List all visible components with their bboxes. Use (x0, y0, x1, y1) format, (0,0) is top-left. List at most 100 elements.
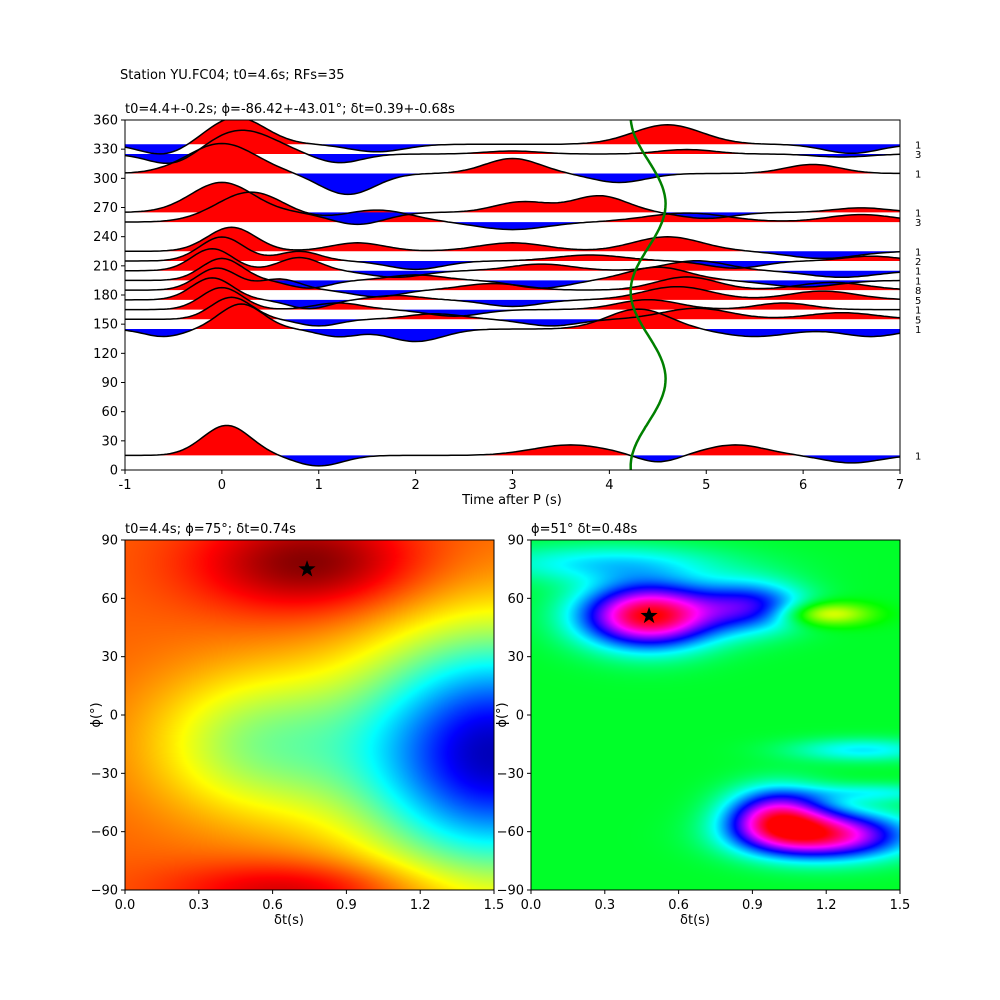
trace-count-label: 5 (915, 296, 921, 307)
trace-count-label: 1 (915, 267, 921, 278)
trace-fill-negative (125, 154, 900, 164)
left-grid-x-label: δt(s) (274, 913, 304, 928)
left-heatmap (125, 540, 494, 890)
trace-count-label: 8 (915, 286, 921, 297)
gather-y-ticks: 0 30 60 90 120 150 180 210 240 270 300 330 360 (93, 114, 125, 479)
t0-curve-line (629, 120, 667, 470)
trace-line (125, 424, 900, 467)
trace-fill-positive (125, 268, 900, 291)
trace-fill-negative (125, 222, 900, 230)
trace-line (125, 236, 900, 271)
left-grid-title: t0=4.4s; ϕ=75°; δt=0.74s (125, 522, 296, 537)
gather-x-tick-label: 3 (508, 478, 516, 493)
x-tick-label: 0.0 (115, 898, 136, 913)
trace-fill-negative (125, 455, 900, 466)
trace-line (125, 181, 900, 226)
right-grid-y-label: ϕ(°) (495, 702, 510, 727)
right-grid-x-label: δt(s) (680, 913, 710, 928)
gather-y-tick-label: 180 (93, 289, 118, 304)
y-tick-label: 0 (110, 709, 118, 724)
y-tick-label: 90 (507, 534, 524, 549)
gather-y-tick-label: 0 (110, 464, 118, 479)
trace-line (125, 142, 900, 196)
x-tick-label: 1.2 (816, 898, 837, 913)
trace-line (125, 286, 900, 317)
gather-y-tick-label: 90 (101, 376, 118, 391)
x-tick-label: 0.3 (188, 898, 209, 913)
trace-count-label: 1 (915, 325, 921, 336)
gather-x-ticks: -1 0 1 2 3 4 5 6 7 (119, 470, 904, 493)
trace-fill-negative (125, 319, 900, 326)
right-grid-title: ϕ=51° δt=0.48s (531, 522, 638, 537)
trace-line (125, 277, 900, 310)
gather-y-tick-label: 270 (93, 201, 118, 216)
y-tick-label: 30 (101, 650, 118, 665)
gather-x-tick-label: 6 (799, 478, 807, 493)
trace-line (125, 226, 900, 260)
receiver-function-panel: t0=4.4+-0.2s; ϕ=-86.42+-43.01°; δt=0.39+… (93, 102, 921, 508)
trace-fill-positive (125, 277, 900, 300)
gather-x-tick-label: 2 (411, 478, 419, 493)
trace-fill-positive (125, 297, 900, 320)
trace-fill-negative (125, 144, 900, 154)
x-tick-label: 0.0 (521, 898, 542, 913)
left-grid-ticks: 0.0 0.3 0.6 0.9 1.2 1.5 −90 −60 −30 0 30 60 90 (91, 534, 505, 914)
gather-y-tick-label: 210 (93, 259, 118, 274)
trace-fill-negative (125, 173, 900, 195)
gather-x-tick-label: 7 (896, 478, 904, 493)
gather-y-tick-label: 30 (101, 434, 118, 449)
gather-x-tick-label: 5 (702, 478, 710, 493)
y-tick-label: −60 (91, 825, 118, 840)
energy-grid-right-panel: ϕ=51° δt=0.48s 0.0 0.3 0.6 0.9 1.2 1.5 −90 −60 −… (495, 522, 910, 928)
gather-x-tick-label: 1 (315, 478, 323, 493)
trace-line (125, 247, 900, 279)
trace-count-label: 1 (915, 306, 921, 317)
y-tick-label: −30 (497, 767, 524, 782)
best-fit-star-icon (640, 606, 658, 624)
x-tick-label: 1.5 (484, 898, 505, 913)
y-tick-label: −90 (91, 884, 118, 899)
trace-fill-negative (125, 261, 900, 270)
trace-count-label: 1 (915, 247, 921, 258)
trace-fill-positive (125, 120, 900, 145)
y-tick-label: −90 (497, 884, 524, 899)
left-best-fit-star (298, 560, 316, 577)
y-tick-label: 60 (101, 592, 118, 607)
trace-line (125, 191, 900, 231)
trace-fill-positive (125, 227, 900, 252)
y-tick-label: −60 (497, 825, 524, 840)
trace-line (125, 257, 900, 289)
gather-y-tick-label: 330 (93, 143, 118, 158)
gather-y-tick-label: 240 (93, 230, 118, 245)
trace-line (125, 296, 900, 327)
gather-y-tick-label: 360 (93, 114, 118, 129)
best-fit-star-icon (298, 560, 316, 577)
right-grid-ticks: 0.0 0.3 0.6 0.9 1.2 1.5 −90 −60 −30 0 30 60 90 (497, 534, 911, 914)
gather-x-tick-label: -1 (119, 478, 132, 493)
gather-y-tick-label: 150 (93, 318, 118, 333)
gather-title: t0=4.4+-0.2s; ϕ=-86.42+-43.01°; δt=0.39+… (125, 102, 455, 117)
gather-x-label: Time after P (s) (461, 493, 562, 508)
trace-count-label: 1 (915, 140, 921, 151)
trace-count-label: 2 (915, 257, 921, 268)
trace-fill-positive (125, 182, 900, 213)
trace-count-label: 1 (915, 208, 921, 219)
trace-count-label: 5 (915, 315, 921, 326)
gather-y-tick-label: 120 (93, 347, 118, 362)
trace-count-label: 1 (915, 276, 921, 287)
gather-y-tick-label: 300 (93, 172, 118, 187)
trace-line (125, 120, 900, 155)
trace-fill-positive (125, 425, 900, 456)
trace-fill-negative (125, 299, 900, 309)
right-best-fit-star (640, 606, 658, 624)
energy-grid-left-panel: t0=4.4s; ϕ=75°; δt=0.74s 0.0 0.3 0.6 0.9 1.2… (89, 522, 504, 928)
trace-lines (125, 120, 900, 467)
trace-count-label: 3 (915, 218, 921, 229)
figure-title: Station YU.FC04; t0=4.6s; RFs=35 (120, 68, 345, 83)
x-tick-label: 0.6 (262, 898, 283, 913)
trace-count-label: 1 (915, 451, 921, 462)
x-tick-label: 0.3 (594, 898, 615, 913)
trace-count-label: 1 (915, 170, 921, 181)
